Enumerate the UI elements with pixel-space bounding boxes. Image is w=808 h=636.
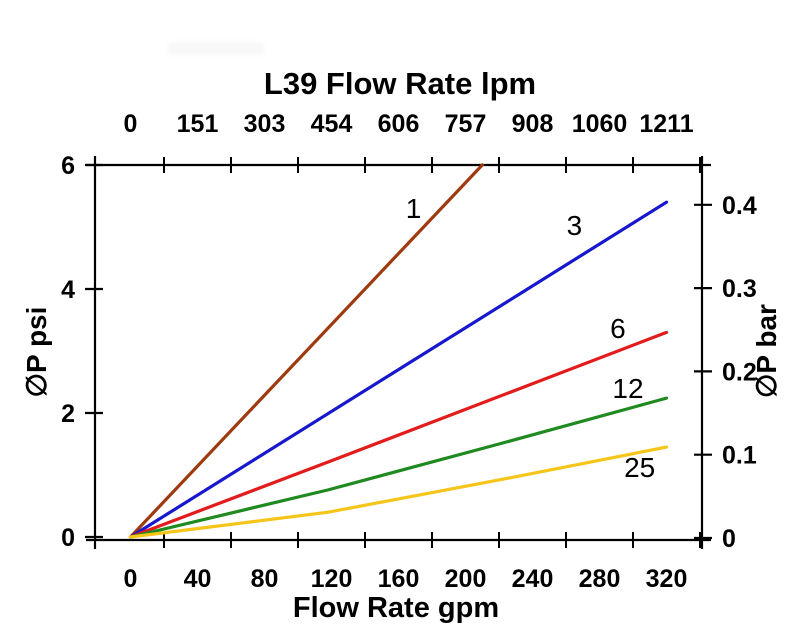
series-label-3: 3: [567, 210, 583, 241]
right-tick-label: 0.4: [722, 192, 757, 220]
faint-print-artifact: [168, 42, 264, 55]
data-series: [128, 163, 669, 539]
series-label-12: 12: [612, 373, 643, 404]
bottom-tick-label: 200: [445, 565, 487, 593]
axis-ticks: [85, 157, 712, 548]
series-labels: 1 3 6 12 25: [406, 193, 655, 483]
top-tick-label: 0: [124, 110, 138, 138]
series-label-1: 1: [406, 193, 422, 224]
left-tick-label: 2: [61, 400, 75, 428]
top-tick-label: 303: [244, 110, 286, 138]
top-tick-label: 1211: [639, 110, 693, 138]
top-tick-label: 1060: [572, 110, 628, 138]
right-tick-label: 0.2: [722, 358, 757, 386]
right-tick-label: 0.3: [722, 275, 757, 303]
series-label-25: 25: [624, 452, 655, 483]
series-line-3: [128, 200, 669, 539]
top-tick-label: 454: [311, 110, 353, 138]
top-axis-title: L39 Flow Rate lpm: [264, 66, 536, 101]
bottom-tick-label: 280: [579, 565, 621, 593]
top-tick-label: 151: [177, 110, 219, 138]
top-tick-label: 757: [445, 110, 487, 138]
bottom-tick-label: 240: [512, 565, 554, 593]
series-line-12: [128, 396, 669, 539]
left-tick-label: 0: [61, 524, 75, 552]
series-label-6: 6: [610, 313, 626, 344]
bottom-tick-label: 40: [184, 565, 212, 593]
top-tick-label: 606: [378, 110, 420, 138]
top-tick-label: 908: [512, 110, 554, 138]
right-axis-title: ∅P bar: [751, 304, 782, 398]
plot-frame: [86, 156, 711, 549]
left-tick-label: 6: [61, 152, 75, 180]
series-line-25: [128, 445, 669, 539]
left-tick-label: 4: [61, 276, 75, 304]
bottom-tick-label: 80: [251, 565, 279, 593]
left-axis-title: ∅P psi: [21, 307, 52, 398]
bottom-tick-label: 160: [378, 565, 420, 593]
bottom-axis-title: Flow Rate gpm: [293, 592, 499, 624]
bottom-tick-label: 320: [646, 565, 688, 593]
right-tick-label: 0.1: [722, 442, 757, 470]
bottom-tick-label: 120: [311, 565, 353, 593]
right-tick-label: 0: [722, 525, 736, 553]
series-line-1: [128, 163, 484, 539]
bottom-tick-label: 0: [124, 565, 138, 593]
series-line-6: [128, 330, 669, 539]
